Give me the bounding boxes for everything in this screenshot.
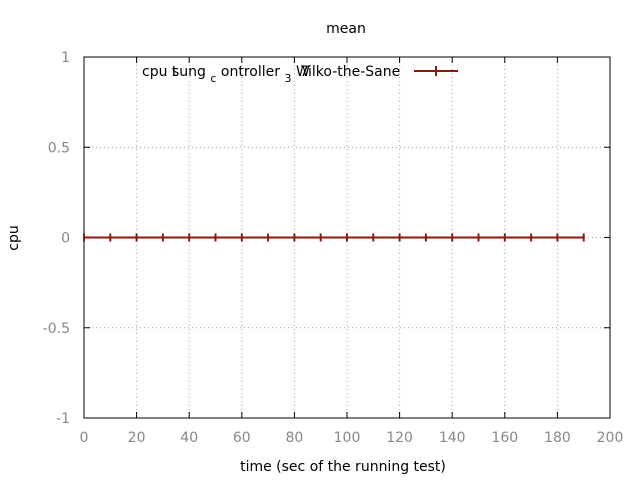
- legend-label-tail: ilko-the-Sane: [308, 64, 400, 80]
- legend-label-seg1: sung: [172, 64, 206, 80]
- chart-title: mean: [326, 21, 366, 37]
- x-tick-label: 100: [334, 430, 361, 446]
- x-tick-label: 160: [491, 430, 518, 446]
- x-tick-label: 80: [285, 430, 303, 446]
- y-tick-label: -1: [56, 411, 70, 427]
- x-tick-label: 20: [128, 430, 146, 446]
- legend-label-part: ilko-the-Sane: [308, 64, 400, 80]
- legend-label-part: W: [296, 64, 310, 80]
- x-tick-label: 0: [80, 430, 89, 446]
- axis-ticks: 0 20 40 60 80 100 120 140 160 180 200 1 0.5 0 -0.5 -1: [43, 50, 624, 446]
- x-axis-label: time (sec of the running test): [240, 459, 446, 475]
- legend-label-sub2: 3: [284, 72, 291, 85]
- y-tick-label: 0.5: [48, 140, 70, 156]
- y-tick-label: -0.5: [43, 321, 70, 337]
- x-tick-label: 180: [544, 430, 571, 446]
- x-tick-label: 40: [180, 430, 198, 446]
- series-layer: [83, 233, 585, 242]
- legend-label-seg2: ontroller: [221, 64, 280, 80]
- legend: cpu t sung c ontroller 3 7 W ilko-the-Sa…: [142, 64, 458, 86]
- y-tick-label: 0: [61, 231, 70, 247]
- x-tick-label: 200: [597, 430, 624, 446]
- x-tick-label: 60: [233, 430, 251, 446]
- y-tick-label: 1: [61, 50, 70, 66]
- legend-label-part: sung c ontroller 3 7: [172, 64, 309, 86]
- y-axis-label: cpu: [6, 225, 22, 250]
- x-tick-label: 140: [439, 430, 466, 446]
- x-tick-label: 120: [386, 430, 413, 446]
- legend-label-sub1: c: [210, 72, 216, 85]
- legend-label: cpu t: [142, 64, 178, 80]
- legend-label-seg3: 7: [300, 64, 309, 80]
- legend-label-overlap: W: [296, 64, 310, 80]
- legend-label-lead: cpu t: [142, 64, 178, 80]
